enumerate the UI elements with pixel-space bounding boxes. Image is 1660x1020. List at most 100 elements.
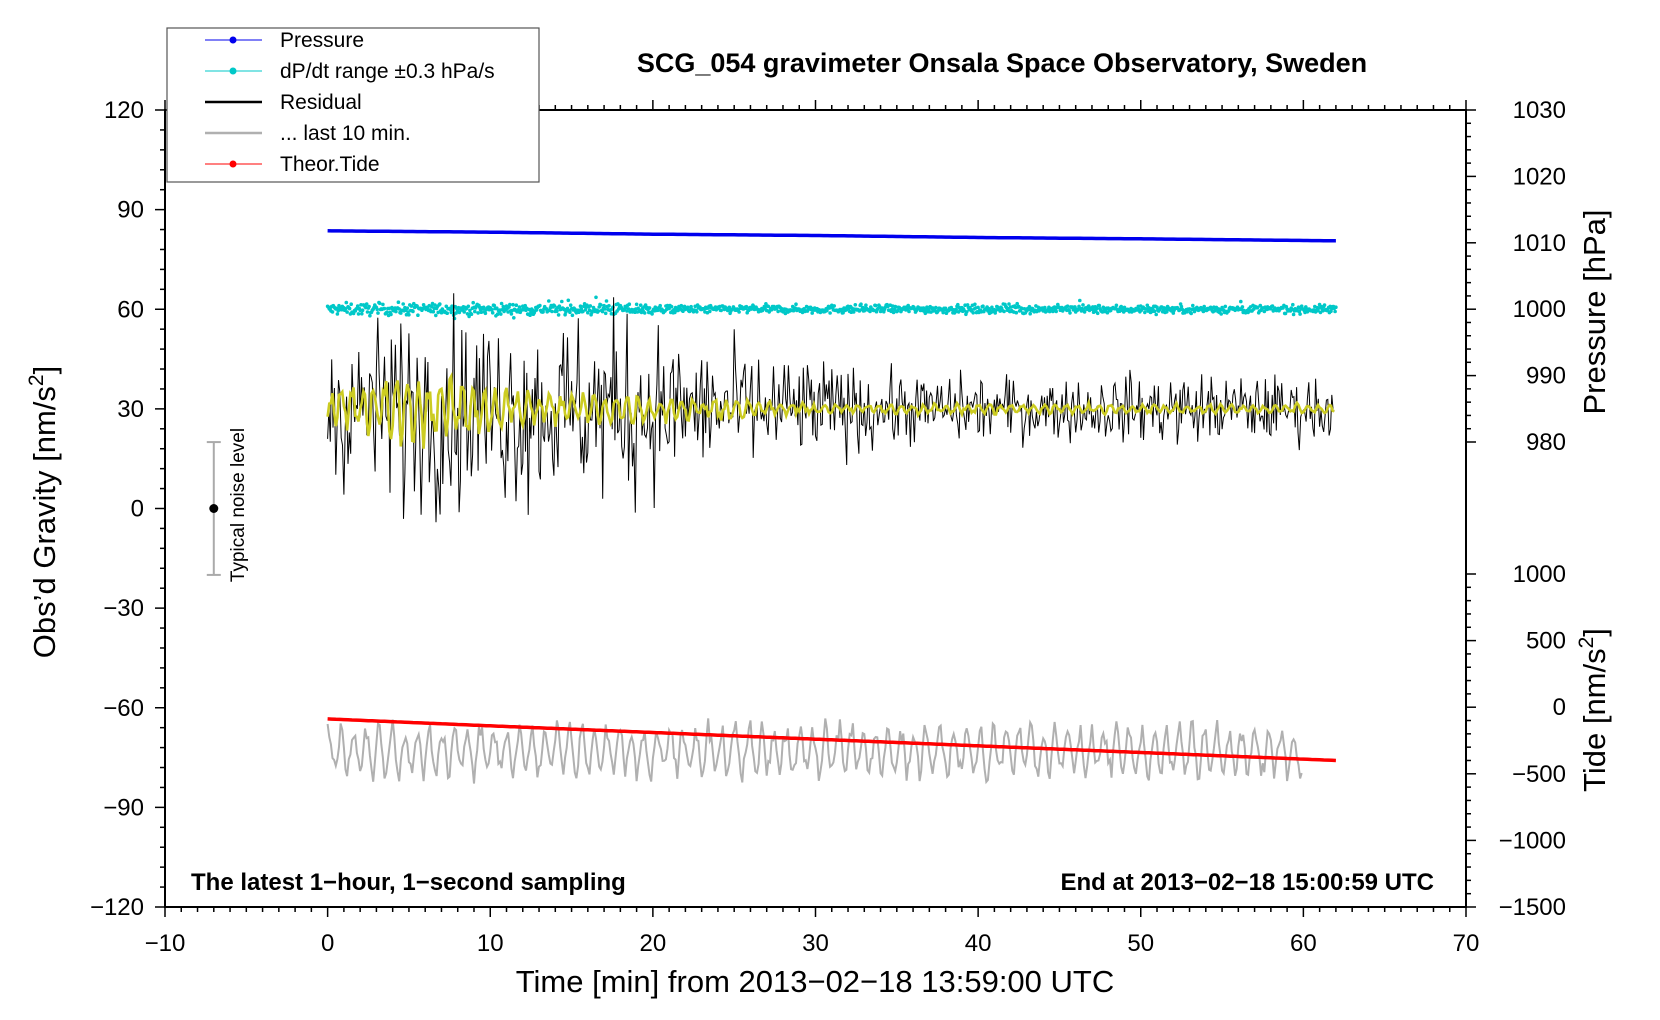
- dpdt-point: [360, 311, 364, 316]
- dpdt-point: [607, 304, 611, 308]
- dpdt-point: [375, 307, 380, 312]
- dpdt-point: [466, 304, 471, 309]
- dpdt-point: [695, 310, 699, 314]
- dpdt-point: [1291, 312, 1296, 317]
- legend-item: dP/dt range ±0.3 hPa/s: [205, 60, 495, 83]
- y-tick-label-tide: −1000: [1499, 827, 1566, 854]
- dpdt-point: [658, 303, 662, 308]
- dpdt-point: [895, 308, 900, 313]
- dpdt-point: [399, 311, 403, 315]
- dpdt-point: [330, 310, 335, 314]
- dpdt-point: [407, 313, 411, 317]
- dpdt-point: [1299, 304, 1304, 309]
- legend-box: [166, 27, 540, 183]
- series-pressure-line: [327, 229, 1336, 243]
- dpdt-point: [1191, 303, 1195, 308]
- dpdt-point: [1154, 312, 1158, 317]
- series-theor-tide-line: [327, 717, 1336, 763]
- dpdt-point: [469, 312, 474, 317]
- legend-item: Pressure: [205, 29, 364, 52]
- axis-ticks: −10 0 10 20 30 40 50 60 701209060300−30−60−90−12…: [90, 97, 1566, 957]
- dpdt-point: [647, 306, 652, 310]
- dpdt-point: [411, 309, 415, 314]
- dpdt-point: [878, 309, 883, 314]
- dpdt-point: [360, 308, 365, 313]
- legend-label: Residual: [280, 91, 362, 114]
- dpdt-point: [971, 311, 975, 315]
- dpdt-point: [596, 309, 601, 313]
- dpdt-point: [1095, 311, 1100, 316]
- dpdt-point: [1081, 303, 1085, 307]
- dpdt-point: [602, 303, 606, 308]
- dpdt-point: [1095, 306, 1099, 311]
- dpdt-point: [1262, 309, 1267, 314]
- dpdt-point: [568, 303, 573, 308]
- dpdt-point: [431, 309, 436, 314]
- dpdt-point: [993, 311, 997, 315]
- dpdt-point: [1192, 309, 1197, 314]
- dpdt-point: [409, 304, 414, 308]
- dpdt-point: [1226, 309, 1231, 313]
- dpdt-point: [347, 306, 352, 311]
- dpdt-point: [514, 303, 519, 308]
- legend-swatch-marker: [229, 160, 237, 168]
- dpdt-point: [389, 312, 393, 317]
- dpdt-point: [1334, 305, 1338, 310]
- dpdt-point: [394, 309, 398, 314]
- chart-title: SCG_054 gravimeter Onsala Space Observat…: [637, 48, 1367, 78]
- dpdt-point: [495, 312, 500, 317]
- dpdt-point: [345, 310, 349, 314]
- dpdt-point: [401, 302, 406, 306]
- dpdt-point: [642, 311, 647, 315]
- dpdt-point: [337, 303, 341, 308]
- dpdt-point: [356, 312, 361, 316]
- dpdt-point: [1258, 303, 1263, 308]
- dpdt-point: [476, 311, 480, 315]
- dpdt-point: [432, 306, 436, 311]
- dpdt-point: [794, 302, 798, 307]
- series-last-10-min-line: [326, 718, 1303, 785]
- x-tick-label: 70: [1453, 930, 1480, 957]
- dpdt-point: [479, 310, 484, 315]
- dpdt-point: [1082, 310, 1087, 314]
- dpdt-point: [828, 311, 832, 315]
- dpdt-point: [1054, 309, 1058, 314]
- dpdt-point: [873, 303, 878, 308]
- dpdt-point: [1270, 304, 1275, 308]
- dpdt-point: [377, 301, 382, 306]
- dpdt-point: [1105, 310, 1110, 315]
- dpdt-point: [570, 313, 575, 318]
- dpdt-point: [853, 303, 858, 307]
- dpdt-point: [1068, 311, 1072, 315]
- dpdt-point: [1239, 299, 1243, 304]
- y-tick-label-left: −60: [103, 695, 144, 722]
- dpdt-point: [634, 302, 639, 307]
- dpdt-point: [976, 305, 980, 310]
- dpdt-point: [376, 311, 380, 315]
- dpdt-point: [462, 310, 467, 314]
- dpdt-point: [563, 312, 567, 317]
- dpdt-point: [1171, 311, 1176, 315]
- noise-center-point: [209, 504, 219, 513]
- x-tick-label: 10: [477, 930, 504, 957]
- y-axis-label-gravity: Obs’d Gravity [nm/s2]: [25, 366, 62, 659]
- dpdt-point: [412, 301, 416, 306]
- dpdt-point: [465, 312, 470, 316]
- dpdt-point: [810, 311, 814, 315]
- legend-label: Theor.Tide: [280, 153, 380, 176]
- x-tick-label: −10: [145, 930, 186, 957]
- dpdt-point: [588, 304, 593, 308]
- dpdt-point: [708, 309, 712, 314]
- y-tick-label-left: 60: [117, 296, 144, 323]
- dpdt-point: [766, 304, 771, 309]
- dpdt-point: [560, 299, 564, 304]
- x-tick-label: 30: [802, 930, 829, 957]
- noise-level-label: Typical noise level: [228, 428, 249, 582]
- dpdt-point: [490, 311, 495, 315]
- dpdt-point: [492, 303, 497, 308]
- y-tick-label-tide: 500: [1526, 628, 1566, 655]
- dpdt-point: [1015, 301, 1019, 306]
- x-tick-label: 20: [640, 930, 667, 957]
- dpdt-point: [501, 304, 506, 309]
- dpdt-point: [1189, 311, 1193, 316]
